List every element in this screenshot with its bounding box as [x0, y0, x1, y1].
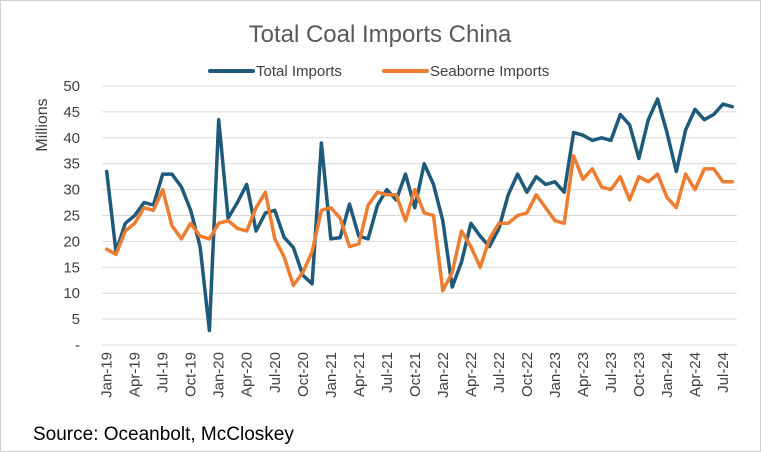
y-tick-label: -: [75, 337, 80, 354]
series-lines: [104, 97, 735, 333]
y-tick-label: 50: [63, 78, 80, 95]
y-tick-label: 20: [63, 233, 80, 250]
series-line-seaborne-imports: [104, 154, 735, 293]
y-tick-label: 30: [63, 182, 80, 199]
x-tick-label: Jul-22: [491, 352, 508, 393]
source-note: Source: Oceanbolt, McCloskey: [33, 424, 294, 445]
x-tick-label: Jan-21: [323, 352, 340, 398]
x-tick-label: Apr-20: [239, 352, 256, 397]
y-tick-label: 45: [63, 104, 80, 121]
legend-label-seaborne-imports: Seaborne Imports: [430, 63, 549, 80]
y-tick-label: 5: [72, 311, 80, 328]
x-tick-label: Apr-19: [127, 352, 144, 397]
x-tick-label: Jul-20: [267, 352, 284, 393]
x-tick-label: Oct-19: [183, 352, 200, 397]
x-tick-label: Apr-22: [463, 352, 480, 397]
series-line-total-imports: [104, 97, 735, 333]
x-tick-label: Oct-22: [519, 352, 536, 397]
gridlines: [102, 85, 737, 346]
chart-title: Total Coal Imports China: [249, 21, 512, 48]
x-tick-label: Jul-19: [155, 352, 172, 393]
y-axis-ticks: - 5 10 15 20 25 30 35 40 45 50: [63, 78, 80, 354]
x-tick-label: Jan-23: [547, 352, 564, 398]
x-axis-ticks: Jan-19 Apr-19 Jul-19 Oct-19 Jan-20 Apr-20 Jul-…: [99, 352, 732, 398]
x-tick-label: Apr-23: [575, 352, 592, 397]
x-tick-label: Apr-21: [351, 352, 368, 397]
x-tick-label: Jan-22: [435, 352, 452, 398]
legend: Total Imports Seaborne Imports: [208, 63, 549, 80]
x-tick-label: Jul-21: [379, 352, 396, 393]
x-tick-label: Oct-20: [295, 352, 312, 397]
y-tick-label: 10: [63, 285, 80, 302]
x-tick-label: Oct-23: [631, 352, 648, 397]
legend-label-total-imports: Total Imports: [256, 63, 342, 80]
x-tick-label: Jan-19: [99, 352, 116, 398]
x-tick-label: Apr-24: [687, 352, 704, 397]
y-tick-label: 25: [63, 208, 80, 225]
x-tick-label: Jan-20: [211, 352, 228, 398]
x-tick-label: Jul-24: [715, 352, 732, 393]
x-tick-label: Jul-23: [603, 352, 620, 393]
y-tick-label: 35: [63, 156, 80, 173]
y-tick-label: 15: [63, 259, 80, 276]
y-tick-label: 40: [63, 130, 80, 147]
x-tick-label: Jan-24: [659, 352, 676, 398]
y-axis-label: Millions: [34, 98, 51, 151]
x-tick-label: Oct-21: [407, 352, 424, 397]
